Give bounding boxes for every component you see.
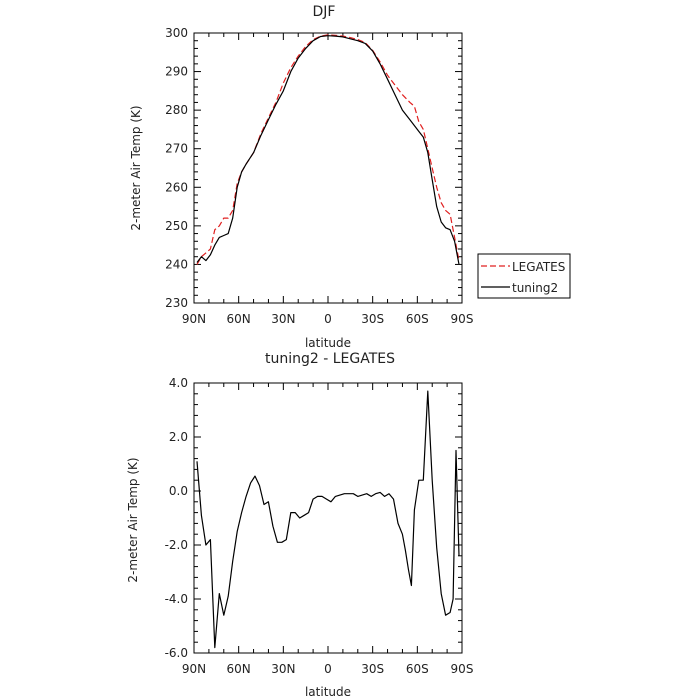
y-tick-label: -2.0 <box>165 538 188 552</box>
y-tick-label: 240 <box>165 257 188 271</box>
x-tick-label: 60S <box>406 662 429 676</box>
y-tick-label: 230 <box>165 296 188 310</box>
y-tick-label: 2.0 <box>169 430 188 444</box>
legend-frame <box>477 253 571 299</box>
x-tick-label: 90N <box>182 312 206 326</box>
series-line-legates <box>196 34 460 265</box>
bottom-y-axis-label: 2-meter Air Temp (K) <box>126 457 140 582</box>
series-line-tuning2 <box>196 35 460 265</box>
bottom-plot-frame <box>193 382 463 654</box>
y-tick-label: 4.0 <box>169 376 188 390</box>
y-tick-label: 270 <box>165 142 188 156</box>
x-tick-label: 0 <box>324 312 332 326</box>
y-tick-label: 300 <box>165 26 188 40</box>
x-tick-label: 60N <box>227 312 251 326</box>
bottom-chart-title: tuning2 - LEGATES <box>265 351 395 367</box>
series-line-difference <box>196 390 460 649</box>
x-tick-label: 90N <box>182 662 206 676</box>
y-tick-label: 280 <box>165 103 188 117</box>
x-tick-label: 30N <box>271 662 295 676</box>
y-tick-label: 290 <box>165 65 188 79</box>
x-tick-label: 30N <box>271 312 295 326</box>
x-tick-label: 0 <box>324 662 332 676</box>
x-tick-label: 60N <box>227 662 251 676</box>
bottom-chart-difference: tuning2 - LEGATES 90N 60N 30N 0 30S 60S 90S -6.… <box>126 351 473 699</box>
x-tick-label: 30S <box>361 662 384 676</box>
y-tick-label: 0.0 <box>169 484 188 498</box>
x-tick-label: 90S <box>451 662 474 676</box>
y-tick-label: -6.0 <box>165 646 188 660</box>
bottom-x-axis-label: latitude <box>305 685 351 699</box>
top-chart-title: DJF <box>313 4 336 20</box>
y-tick-label: 250 <box>165 219 188 233</box>
x-tick-label: 90S <box>451 312 474 326</box>
y-tick-label: 260 <box>165 180 188 194</box>
top-legend: LEGATES tuning2 <box>477 253 571 299</box>
x-tick-label: 60S <box>406 312 429 326</box>
top-x-axis-label: latitude <box>305 336 351 350</box>
top-chart-djf: DJF 90N 60N 30N 0 30S 60S 90S 230 240 250 260 270 28… <box>129 4 571 350</box>
legend-label-tuning2: tuning2 <box>512 281 558 295</box>
x-tick-label: 30S <box>361 312 384 326</box>
top-y-axis-label: 2-meter Air Temp (K) <box>129 105 143 230</box>
legend-label-legates: LEGATES <box>512 260 565 274</box>
top-plot-frame <box>193 32 463 304</box>
y-tick-label: -4.0 <box>165 592 188 606</box>
